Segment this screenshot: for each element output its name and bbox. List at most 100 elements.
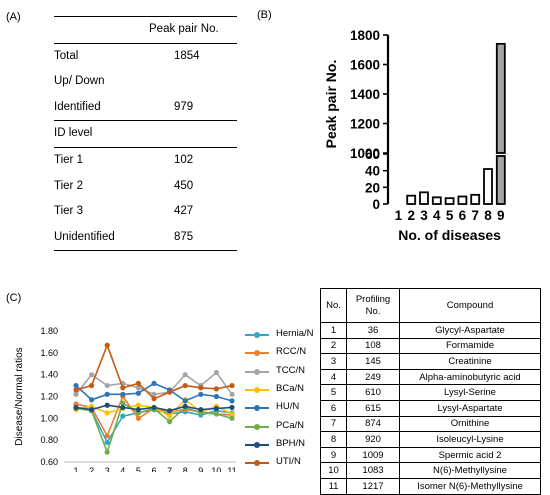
data-point bbox=[89, 382, 95, 389]
data-point bbox=[198, 407, 204, 413]
y-tick-label: 1.60 bbox=[40, 348, 58, 358]
y-tick-label: 0.60 bbox=[40, 457, 58, 467]
row-label: Unidentified bbox=[54, 230, 115, 243]
legend-marker bbox=[254, 441, 260, 448]
cell-profiling-no: 108 bbox=[346, 337, 400, 355]
data-point bbox=[182, 403, 188, 409]
legend-marker bbox=[254, 368, 260, 375]
table-row: Tier 1 102 bbox=[54, 148, 237, 174]
x-axis-label: No. of diseases bbox=[398, 227, 501, 243]
data-point bbox=[135, 380, 141, 386]
data-point bbox=[104, 449, 110, 455]
data-point bbox=[229, 415, 235, 421]
summary-table: Peak pair No. Total 1854 Up/ Down Identif… bbox=[54, 16, 237, 252]
data-point bbox=[167, 389, 173, 395]
legend-label: BPH/N bbox=[276, 437, 306, 449]
cell-no: 5 bbox=[320, 384, 347, 401]
y-tick-label: 1600 bbox=[350, 58, 380, 73]
x-tick-label: 8 bbox=[183, 466, 188, 472]
cell-no: 1 bbox=[320, 322, 347, 339]
x-tick-label: 1 bbox=[73, 466, 78, 472]
cell-compound: Lysyl-Aspartate bbox=[399, 399, 541, 417]
legend-label: Hernia/N bbox=[276, 328, 314, 339]
y-tick-label: 1800 bbox=[350, 28, 380, 43]
row-label: Tier 2 bbox=[54, 179, 83, 192]
data-point bbox=[213, 386, 219, 392]
compound-table: No. Profiling No. Compound 1 36 Glycyl-Asp… bbox=[320, 288, 541, 495]
cell-profiling-no: 145 bbox=[346, 353, 400, 370]
bar bbox=[406, 194, 417, 205]
cell-profiling-no: 249 bbox=[346, 368, 400, 386]
bar bbox=[495, 155, 506, 205]
data-point bbox=[104, 391, 110, 397]
legend-marker bbox=[254, 405, 260, 412]
data-point bbox=[198, 385, 204, 391]
cell-compound: Glycyl-Aspartate bbox=[399, 322, 541, 339]
x-tick-label: 9 bbox=[198, 466, 203, 472]
y-axis-label: Disease/Normal ratios bbox=[14, 347, 25, 445]
data-point bbox=[104, 402, 110, 408]
data-point bbox=[104, 433, 110, 439]
table-row: 5 610 Lysyl-Serine bbox=[320, 384, 541, 401]
table-row: Identified 979 bbox=[54, 95, 237, 121]
legend-label: HU/N bbox=[276, 401, 300, 413]
cell-profiling-no: 1217 bbox=[346, 477, 400, 495]
x-tick-label: 4 bbox=[120, 466, 125, 472]
table-top-rule bbox=[54, 16, 237, 17]
table-header-rule bbox=[54, 42, 237, 44]
cell-profiling-no: 610 bbox=[346, 384, 400, 401]
panel-label-a: (A) bbox=[6, 11, 21, 23]
row-label: ID level bbox=[54, 127, 93, 140]
data-point bbox=[73, 387, 79, 393]
table-section-rule bbox=[54, 120, 237, 122]
table-row: 3 145 Creatinine bbox=[320, 353, 541, 370]
x-tick-label: 10 bbox=[211, 466, 221, 472]
table-header-row: No. Profiling No. Compound bbox=[320, 288, 541, 323]
data-point bbox=[229, 398, 235, 404]
cell-compound: Lysyl-Serine bbox=[399, 384, 541, 401]
legend-label: RCC/N bbox=[276, 346, 307, 358]
data-point bbox=[198, 391, 204, 397]
x-tick-label: 8 bbox=[484, 208, 492, 223]
y-tick-label: 1.80 bbox=[40, 326, 58, 336]
cell-profiling-no: 36 bbox=[346, 322, 400, 339]
data-point bbox=[135, 390, 141, 396]
data-point bbox=[135, 407, 141, 413]
data-point bbox=[167, 419, 173, 425]
line-chart: 0.60 0.80 1.00 1.20 1.40 1.60 1.80 1 2 3 4 5 6 7 8 9 10 1… bbox=[14, 326, 237, 472]
y-tick-label: 1.40 bbox=[40, 370, 58, 380]
bar bbox=[431, 196, 442, 205]
bar bbox=[444, 197, 455, 205]
x-tick-label: 6 bbox=[151, 466, 156, 472]
cell-compound: Spermic acid 2 bbox=[399, 446, 541, 464]
x-tick-label: 11 bbox=[227, 466, 236, 472]
legend-label: UTI/N bbox=[276, 456, 301, 468]
x-tick-label: 5 bbox=[136, 466, 141, 472]
cell-compound: Ornithine bbox=[399, 415, 541, 433]
x-tick-label: 7 bbox=[471, 208, 479, 223]
data-point bbox=[73, 404, 79, 411]
x-tick-label: 2 bbox=[89, 466, 94, 472]
y-tick-label: 1.00 bbox=[40, 413, 58, 423]
row-value: 427 bbox=[174, 205, 194, 218]
data-point bbox=[135, 385, 141, 391]
bar bbox=[483, 168, 493, 205]
header-profiling-no: Profiling No. bbox=[346, 288, 400, 323]
bar bbox=[419, 191, 429, 205]
panel-label-c: (C) bbox=[6, 292, 22, 304]
cell-profiling-no: 1083 bbox=[346, 462, 400, 479]
table-row: 11 1217 Isomer N(6)-Methyllysine bbox=[320, 477, 541, 495]
x-tick-label: 3 bbox=[105, 466, 110, 472]
bar bbox=[470, 193, 481, 205]
data-point bbox=[182, 372, 188, 378]
x-tick-label: 5 bbox=[446, 208, 454, 223]
cell-no: 10 bbox=[320, 462, 347, 479]
row-value: 102 bbox=[174, 153, 194, 166]
table-row: Total 1854 bbox=[54, 44, 237, 70]
header-compound: Compound bbox=[399, 288, 541, 323]
cell-no: 11 bbox=[320, 477, 347, 495]
table-row: 10 1083 N(6)-Methyllysine bbox=[320, 462, 541, 479]
x-tick-label: 6 bbox=[459, 208, 467, 223]
cell-profiling-no: 1009 bbox=[346, 446, 400, 464]
data-point bbox=[120, 413, 126, 419]
